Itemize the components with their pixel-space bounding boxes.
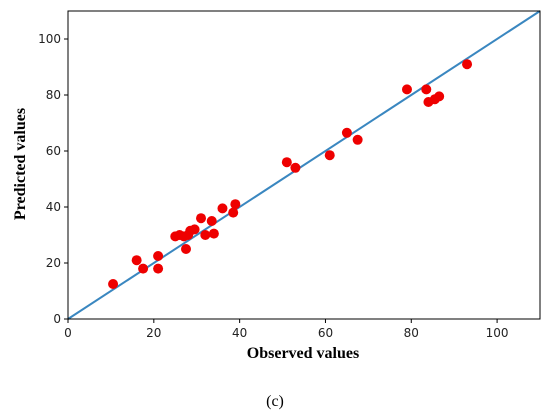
figure-caption: (c) (266, 393, 284, 410)
data-point-9 (181, 244, 191, 254)
data-point-29 (434, 91, 445, 102)
y-tick-label: 100 (38, 32, 61, 46)
y-tick-label: 20 (46, 256, 61, 270)
x-tick-label: 20 (146, 326, 161, 340)
data-point-26 (421, 84, 432, 95)
data-point-20 (281, 157, 292, 168)
data-point-1 (108, 279, 119, 289)
data-point-2 (131, 255, 142, 266)
data-point-25 (401, 84, 412, 95)
reference-line (67, 10, 541, 320)
data-point-5 (153, 263, 164, 274)
x-tick-label: 100 (486, 326, 509, 340)
x-axis-title: Observed values (247, 345, 359, 362)
y-axis-title: Predicted values (12, 108, 29, 220)
data-point-3 (138, 263, 149, 274)
y-tick-label: 60 (46, 144, 61, 158)
data-point-12 (189, 224, 200, 235)
data-point-4 (153, 251, 164, 261)
data-point-14 (200, 230, 211, 240)
data-point-23 (341, 127, 352, 138)
x-tick-label: 80 (404, 326, 419, 340)
data-point-18 (228, 207, 239, 218)
data-point-15 (206, 216, 217, 226)
x-tick-label: 40 (232, 326, 247, 340)
axis-ticks: 0 20 40 60 80 100 0 20 40 60 80 100 (38, 32, 508, 340)
data-point-17 (217, 203, 228, 214)
plot-area (67, 10, 541, 320)
y-tick-label: 80 (46, 88, 61, 102)
data-point-30 (462, 59, 473, 70)
data-point-24 (352, 134, 363, 145)
y-tick-label: 0 (53, 312, 61, 326)
data-point-22 (324, 150, 335, 161)
x-tick-label: 0 (64, 326, 72, 340)
y-tick-label: 40 (46, 200, 61, 214)
data-point-13 (196, 213, 207, 224)
plot-frame (67, 10, 541, 320)
data-point-21 (290, 162, 301, 173)
x-tick-label: 60 (318, 326, 333, 340)
data-point-19 (230, 199, 241, 210)
data-point-16 (208, 228, 219, 239)
